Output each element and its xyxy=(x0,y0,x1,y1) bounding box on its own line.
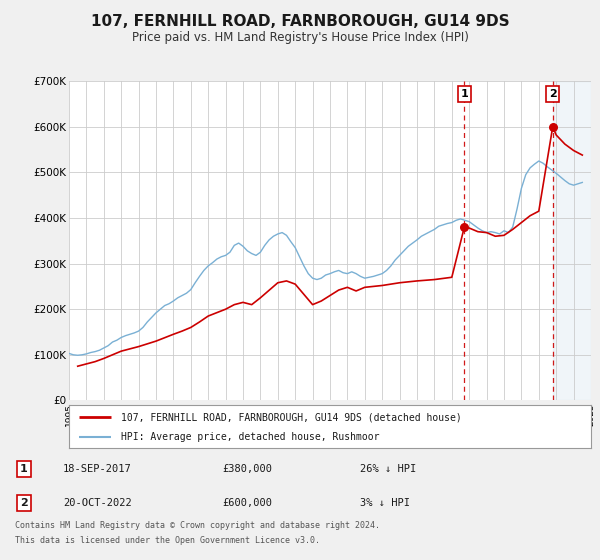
Text: 2: 2 xyxy=(20,498,28,508)
Text: £380,000: £380,000 xyxy=(222,464,272,474)
Text: 1: 1 xyxy=(20,464,28,474)
Bar xyxy=(553,81,591,400)
Text: Price paid vs. HM Land Registry's House Price Index (HPI): Price paid vs. HM Land Registry's House … xyxy=(131,31,469,44)
Text: 3% ↓ HPI: 3% ↓ HPI xyxy=(360,498,410,508)
Text: 20-OCT-2022: 20-OCT-2022 xyxy=(63,498,132,508)
Text: 2: 2 xyxy=(549,89,557,99)
Text: 107, FERNHILL ROAD, FARNBOROUGH, GU14 9DS (detached house): 107, FERNHILL ROAD, FARNBOROUGH, GU14 9D… xyxy=(121,412,462,422)
Point xyxy=(548,122,557,131)
Text: 18-SEP-2017: 18-SEP-2017 xyxy=(63,464,132,474)
Text: 1: 1 xyxy=(460,89,468,99)
Text: HPI: Average price, detached house, Rushmoor: HPI: Average price, detached house, Rush… xyxy=(121,432,380,442)
Text: £600,000: £600,000 xyxy=(222,498,272,508)
Text: This data is licensed under the Open Government Licence v3.0.: This data is licensed under the Open Gov… xyxy=(15,536,320,545)
Text: 107, FERNHILL ROAD, FARNBOROUGH, GU14 9DS: 107, FERNHILL ROAD, FARNBOROUGH, GU14 9D… xyxy=(91,14,509,29)
Point xyxy=(460,223,469,232)
Text: 26% ↓ HPI: 26% ↓ HPI xyxy=(360,464,416,474)
Text: Contains HM Land Registry data © Crown copyright and database right 2024.: Contains HM Land Registry data © Crown c… xyxy=(15,521,380,530)
